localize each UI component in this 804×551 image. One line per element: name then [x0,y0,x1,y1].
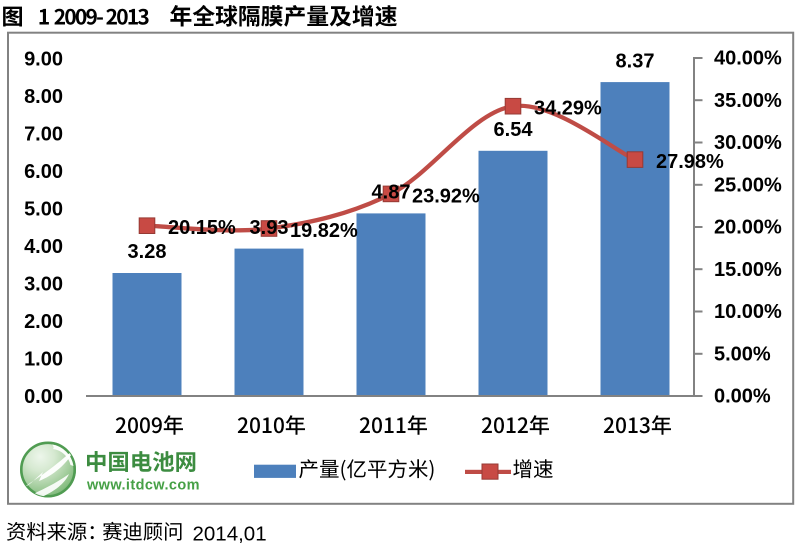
svg-text:35.00%: 35.00% [714,90,782,112]
svg-text:6.00: 6.00 [24,161,63,183]
svg-text:8.00: 8.00 [24,86,63,108]
svg-text:9.00: 9.00 [24,49,63,71]
svg-text:20.15%: 20.15% [168,217,236,239]
svg-text:5.00: 5.00 [24,199,63,221]
svg-text:15.00%: 15.00% [714,259,782,281]
svg-text:25.00%: 25.00% [714,174,782,196]
svg-text:3.28: 3.28 [128,241,167,263]
svg-text:1.00: 1.00 [24,349,63,371]
svg-text:3.00: 3.00 [24,274,63,296]
svg-text:34.29%: 34.29% [534,98,602,120]
svg-text:4.87: 4.87 [372,182,411,204]
svg-text:www.itdcw.com: www.itdcw.com [86,478,200,494]
svg-text:5.00%: 5.00% [714,343,771,365]
svg-text:2.00: 2.00 [24,311,63,333]
svg-text:4.00: 4.00 [24,236,63,258]
svg-text:40.00%: 40.00% [714,48,782,70]
svg-text:30.00%: 30.00% [714,132,782,154]
svg-text:6.54: 6.54 [494,119,534,141]
svg-text:27.98%: 27.98% [656,151,724,173]
svg-text:0.00: 0.00 [24,386,63,408]
svg-text:8.37: 8.37 [616,50,655,72]
svg-text:19.82%: 19.82% [290,220,358,242]
svg-text:23.92%: 23.92% [412,185,480,207]
svg-text:0.00%: 0.00% [714,386,771,408]
svg-text:3.93: 3.93 [250,217,289,239]
svg-text:2014,01: 2014,01 [193,523,267,546]
svg-text:20.00%: 20.00% [714,217,782,239]
svg-text:10.00%: 10.00% [714,301,782,323]
svg-text:7.00: 7.00 [24,124,63,146]
